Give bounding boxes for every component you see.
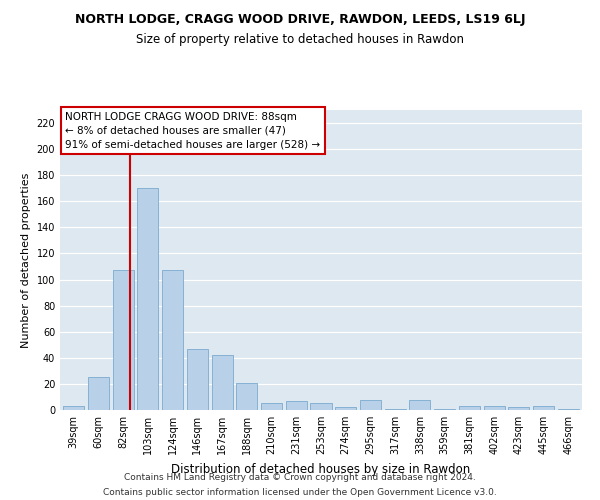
Bar	[236, 382, 257, 410]
Bar	[187, 348, 208, 410]
Bar	[137, 188, 158, 410]
Y-axis label: Number of detached properties: Number of detached properties	[21, 172, 31, 348]
Bar	[459, 406, 480, 410]
Bar	[212, 355, 233, 410]
Bar	[533, 406, 554, 410]
Bar	[261, 404, 282, 410]
Text: Contains public sector information licensed under the Open Government Licence v3: Contains public sector information licen…	[103, 488, 497, 497]
Bar	[113, 270, 134, 410]
X-axis label: Distribution of detached houses by size in Rawdon: Distribution of detached houses by size …	[172, 462, 470, 475]
Text: Contains HM Land Registry data © Crown copyright and database right 2024.: Contains HM Land Registry data © Crown c…	[124, 473, 476, 482]
Bar	[162, 270, 183, 410]
Bar	[558, 408, 579, 410]
Text: NORTH LODGE CRAGG WOOD DRIVE: 88sqm
← 8% of detached houses are smaller (47)
91%: NORTH LODGE CRAGG WOOD DRIVE: 88sqm ← 8%…	[65, 112, 320, 150]
Bar	[360, 400, 381, 410]
Bar	[409, 400, 430, 410]
Text: NORTH LODGE, CRAGG WOOD DRIVE, RAWDON, LEEDS, LS19 6LJ: NORTH LODGE, CRAGG WOOD DRIVE, RAWDON, L…	[75, 12, 525, 26]
Text: Size of property relative to detached houses in Rawdon: Size of property relative to detached ho…	[136, 32, 464, 46]
Bar	[508, 408, 529, 410]
Bar	[385, 408, 406, 410]
Bar	[310, 404, 332, 410]
Bar	[335, 408, 356, 410]
Bar	[63, 406, 84, 410]
Bar	[286, 401, 307, 410]
Bar	[88, 378, 109, 410]
Bar	[434, 408, 455, 410]
Bar	[484, 406, 505, 410]
